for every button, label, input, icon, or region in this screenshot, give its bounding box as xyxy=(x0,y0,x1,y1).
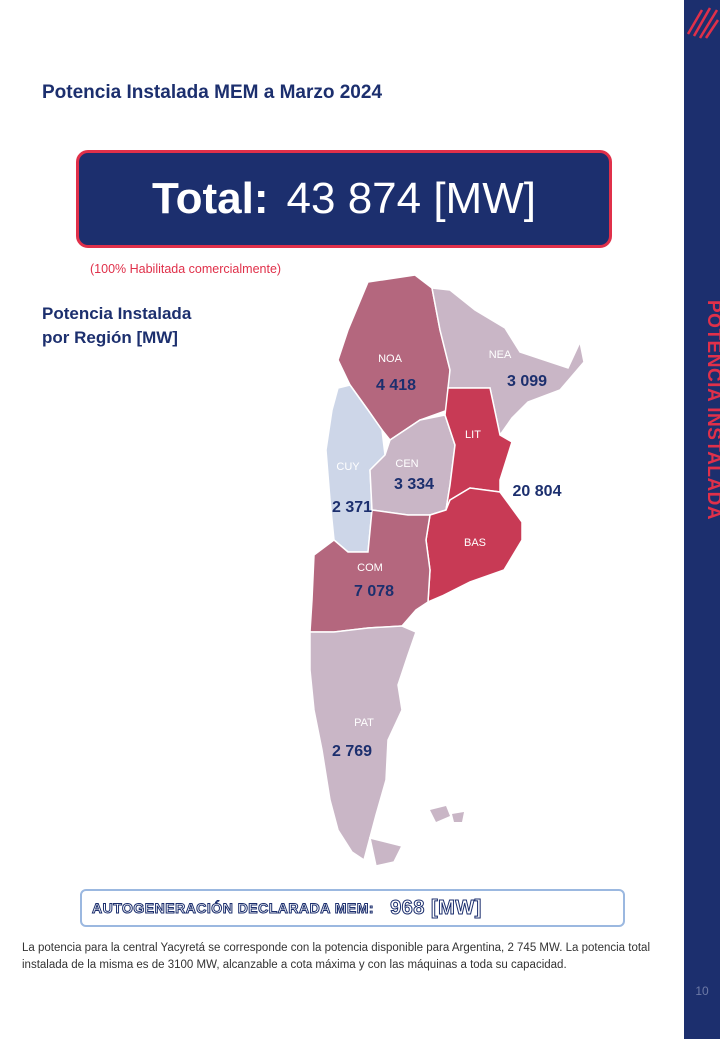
region-code-noa: NOA xyxy=(378,353,403,365)
sidebar: POTENCIA INSTALADA xyxy=(684,0,720,1039)
page-number: 10 xyxy=(695,984,709,998)
region-code-nea: NEA xyxy=(489,349,512,361)
total-box: Total: 43 874 [MW] xyxy=(76,150,612,248)
map-svg: NOA 4 418 NEA 3 099 LIT 20 804 CUY 2 371 CEN 3 33… xyxy=(309,274,585,867)
footnote: La potencia para la central Yacyretá se … xyxy=(22,942,651,971)
region-com xyxy=(309,509,431,633)
region-nea xyxy=(431,287,585,437)
region-section-title: Potencia Instalada por Región [MW] xyxy=(42,302,191,350)
region-value-com: 7 078 xyxy=(354,583,394,600)
region-title-line-2: por Región [MW] xyxy=(42,328,178,347)
region-pat-tdf xyxy=(369,836,404,867)
region-title-line-1: Potencia Instalada xyxy=(42,304,192,323)
islands-malvinas xyxy=(430,806,464,822)
total-label: Total: xyxy=(152,174,269,223)
region-code-pat: PAT xyxy=(354,717,374,729)
autogeneracion-box: AUTOGENERACIÓN DECLARADA MEM: 968 [MW] xyxy=(80,889,625,927)
region-value-cuy: 2 371 xyxy=(332,499,372,516)
region-code-com: COM xyxy=(357,562,383,574)
argentina-region-map: NOA 4 418 NEA 3 099 LIT 20 804 CUY 2 371 CEN 3 33… xyxy=(290,270,600,880)
brand-logo-icon xyxy=(686,7,720,39)
region-value-cen: 3 334 xyxy=(394,476,434,493)
page-title: Potencia Instalada MEM a Marzo 2024 xyxy=(42,82,383,103)
region-value-pat: 2 769 xyxy=(332,743,372,760)
region-value-noa: 4 418 xyxy=(376,377,416,394)
region-value-nea: 3 099 xyxy=(507,373,547,390)
region-pat xyxy=(309,625,417,862)
region-code-bas: BAS xyxy=(464,537,486,549)
region-code-cen: CEN xyxy=(395,458,418,470)
sidebar-title: POTENCIA INSTALADA xyxy=(703,300,720,521)
region-code-lit: LIT xyxy=(465,429,481,441)
region-value-lit: 20 804 xyxy=(513,483,562,500)
autogeneracion-label: AUTOGENERACIÓN DECLARADA MEM: xyxy=(91,900,375,917)
region-code-cuy: CUY xyxy=(336,461,360,473)
total-value: 43 874 [MW] xyxy=(286,174,536,223)
total-note: (100% Habilitada comercialmente) xyxy=(90,262,282,276)
autogeneracion-value: 968 [MW] xyxy=(390,896,482,919)
